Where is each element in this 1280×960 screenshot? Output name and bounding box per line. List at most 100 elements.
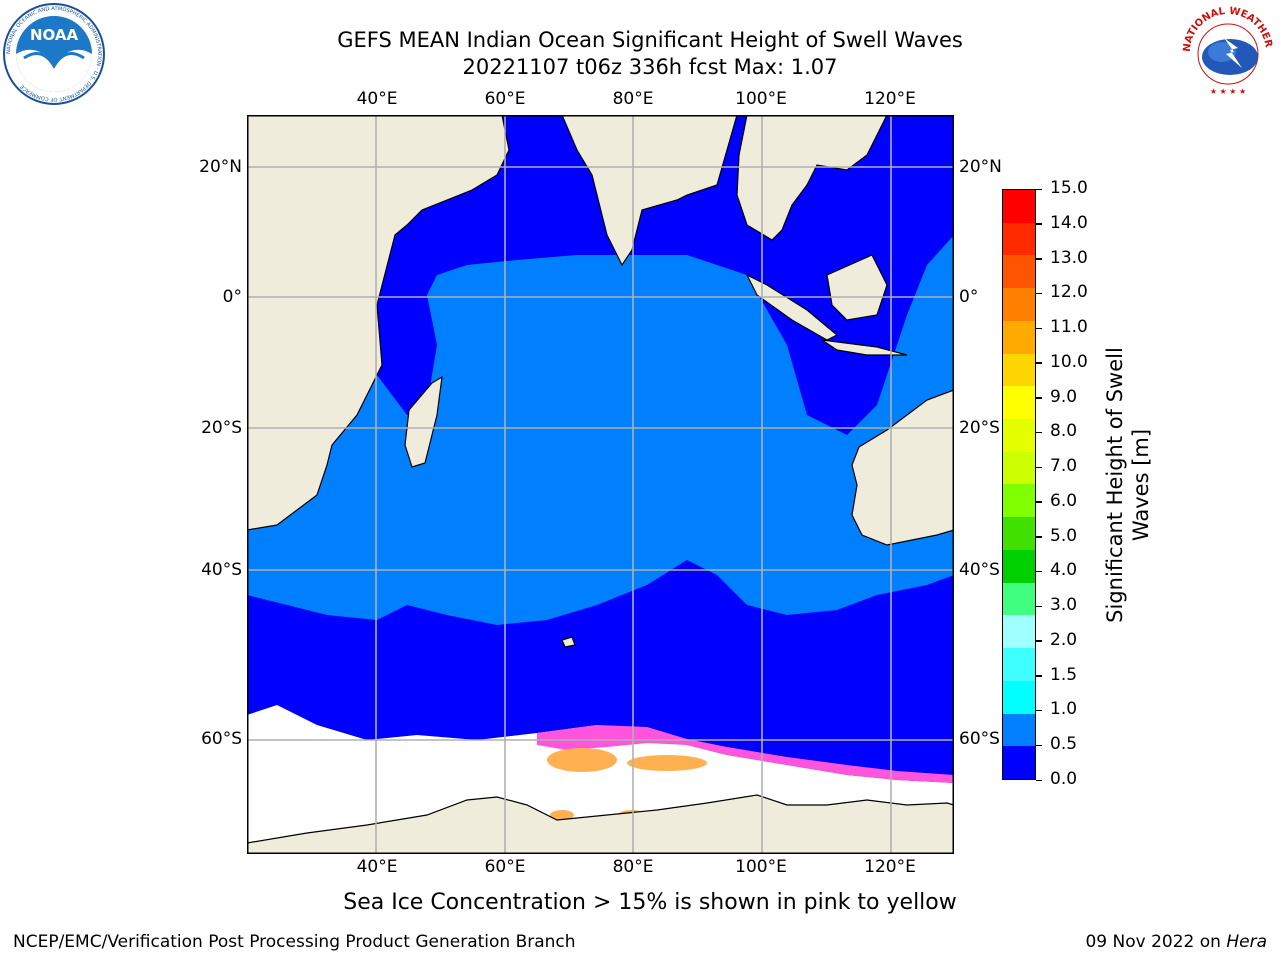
colorbar-tick-label: 0.5: [1050, 734, 1078, 755]
sea-ice-orange-patch: [627, 755, 707, 771]
footer-right: 09 Nov 2022 on Hera: [1085, 932, 1267, 952]
svg-text:NOAA: NOAA: [30, 26, 79, 44]
map-frame: [247, 115, 954, 854]
colorbar-segment: [1003, 615, 1035, 649]
colorbar-tick-mark: [1036, 292, 1042, 295]
map-title: GEFS MEAN Indian Ocean Significant Heigh…: [337, 28, 963, 52]
colorbar-segment: [1003, 288, 1035, 321]
lat-label-right: 60°S: [959, 729, 1000, 749]
colorbar-tick-mark: [1036, 188, 1042, 190]
colorbar-tick-mark: [1036, 536, 1042, 538]
colorbar-segment: [1003, 190, 1035, 223]
colorbar-tick-mark: [1036, 709, 1042, 712]
lon-label-bottom: 80°E: [612, 857, 654, 877]
colorbar-ticks: 15.0 14.0 13.0 12.0 11.0 10.0 9.0 8.0 7.0 6.0 5.0 4…: [1036, 178, 1106, 789]
colorbar-segment: [1003, 549, 1035, 583]
colorbar-tick-label: 1.0: [1050, 699, 1078, 720]
colorbar-label-line2: Waves [m]: [1129, 428, 1153, 542]
lon-label-top: 40°E: [356, 89, 398, 109]
colorbar-tick-label: 3.0: [1050, 595, 1078, 616]
colorbar-tick-mark: [1036, 570, 1042, 573]
colorbar-tick-label: 1.5: [1050, 664, 1078, 685]
colorbar-tick-label: 10.0: [1050, 351, 1088, 372]
colorbar-label-line1: Significant Height of Swell: [1103, 347, 1127, 623]
graticule: [247, 115, 954, 854]
colorbar-tick-mark: [1036, 258, 1042, 260]
lon-label-top: 100°E: [735, 89, 787, 109]
colorbar-tick-mark: [1036, 501, 1042, 503]
lon-label-bottom: 60°E: [484, 857, 526, 877]
colorbar-segment: [1003, 320, 1035, 354]
colorbar-tick-label: 15.0: [1050, 178, 1088, 198]
lat-label-left: 20°N: [199, 157, 242, 177]
colorbar-segment: [1003, 746, 1035, 779]
lat-label-left: 40°S: [201, 560, 242, 580]
lon-label-top: 80°E: [612, 89, 654, 109]
colorbar-tick-label: 9.0: [1050, 386, 1078, 407]
colorbar-segment: [1003, 255, 1035, 289]
colorbar-tick-label: 14.0: [1050, 212, 1088, 233]
colorbar-tick-mark: [1036, 605, 1042, 608]
svg-text:★ ★ ★ ★: ★ ★ ★ ★: [1210, 87, 1246, 96]
lat-label-left: 60°S: [201, 729, 242, 749]
footer-date: 09 Nov 2022 on: [1085, 932, 1227, 952]
land-africa-arabia: [247, 115, 510, 531]
map-panel: [247, 115, 954, 854]
land-antarctica: [247, 794, 954, 854]
noaa-logo: NOAA NATIONAL OCEANIC AND ATMOSPHERIC AD…: [2, 2, 106, 106]
lon-label-bottom: 120°E: [864, 857, 916, 877]
colorbar-segment: [1003, 680, 1035, 714]
colorbar-tick-label: 13.0: [1050, 247, 1088, 268]
colorbar-segment: [1003, 451, 1035, 485]
colorbar-segment: [1003, 713, 1035, 747]
lon-label-top: 120°E: [864, 89, 916, 109]
colorbar: [1002, 189, 1036, 780]
land-kerguelen: [561, 636, 576, 648]
map-svg: [247, 115, 954, 854]
land-india: [561, 115, 738, 267]
sea-ice-orange-patch: [550, 810, 574, 820]
colorbar-tick-mark: [1036, 397, 1042, 399]
colorbar-tick-mark: [1036, 675, 1042, 677]
colorbar-segment: [1003, 648, 1035, 681]
lat-label-left: 20°S: [201, 418, 242, 438]
lat-label-right: 20°S: [959, 418, 1000, 438]
colorbar-tick-label: 8.0: [1050, 421, 1078, 442]
colorbar-tick-label: 6.0: [1050, 490, 1078, 511]
colorbar-segment: [1003, 517, 1035, 550]
colorbar-tick-label: 5.0: [1050, 525, 1078, 546]
colorbar-tick-mark: [1036, 223, 1042, 225]
colorbar-tick-label: 7.0: [1050, 456, 1078, 477]
footer-left: NCEP/EMC/Verification Post Processing Pr…: [13, 932, 576, 952]
lon-label-top: 60°E: [484, 89, 526, 109]
footer-machine: Hera: [1226, 932, 1267, 952]
land-madagascar: [404, 375, 443, 468]
colorbar-segment: [1003, 222, 1035, 256]
colorbar-tick-label: 12.0: [1050, 282, 1088, 303]
lon-label-bottom: 40°E: [356, 857, 398, 877]
colorbar-tick-label: 0.0: [1050, 769, 1078, 789]
land-sumatra: [745, 273, 839, 341]
land-java: [821, 339, 908, 356]
lat-label-right: 0°: [959, 287, 979, 307]
colorbar-tick-mark: [1036, 431, 1042, 434]
colorbar-tick-label: 2.0: [1050, 629, 1078, 650]
colorbar-tick-mark: [1036, 640, 1042, 642]
colorbar-tick-label: 4.0: [1050, 560, 1078, 581]
colorbar-segment: [1003, 484, 1035, 518]
map-subtitle: 20221107 t06z 336h fcst Max: 1.07: [462, 55, 838, 79]
nws-logo: NATIONAL WEATHER SERVICE ★ ★ ★ ★: [1174, 0, 1278, 102]
colorbar-segment: [1003, 419, 1035, 452]
colorbar-tick-mark: [1036, 744, 1042, 747]
land-se-asia: [736, 115, 888, 241]
sea-ice-caption: Sea Ice Concentration > 15% is shown in …: [343, 890, 957, 915]
lat-label-left: 0°: [222, 287, 242, 307]
land-borneo: [826, 254, 888, 321]
colorbar-tick-label: 11.0: [1050, 317, 1088, 338]
colorbar-segment: [1003, 582, 1035, 616]
ocean-low-swell-north: [347, 115, 954, 435]
colorbar-tick-mark: [1036, 362, 1042, 364]
lat-label-right: 40°S: [959, 560, 1000, 580]
colorbar-segment: [1003, 353, 1035, 387]
colorbar-tick-mark: [1036, 327, 1042, 330]
